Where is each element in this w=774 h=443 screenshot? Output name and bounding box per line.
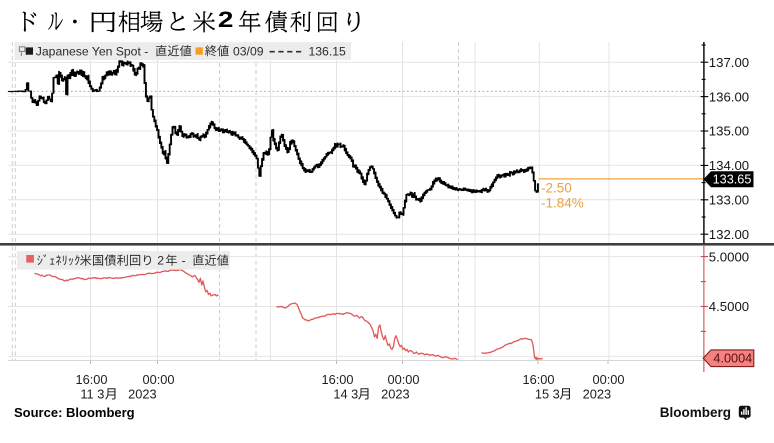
svg-text:136.15: 136.15 [309, 44, 346, 58]
svg-text:14 3: 14 3 [333, 387, 358, 402]
svg-text:00:00: 00:00 [388, 372, 420, 387]
svg-text:-: - [182, 254, 186, 268]
svg-text:16:00: 16:00 [76, 372, 108, 387]
svg-text:00:00: 00:00 [143, 372, 175, 387]
svg-text:133.65: 133.65 [713, 173, 752, 187]
svg-text:134.00: 134.00 [709, 158, 749, 173]
svg-text:132.00: 132.00 [709, 227, 749, 242]
svg-text:11 3: 11 3 [80, 387, 104, 402]
svg-text:135.00: 135.00 [709, 124, 749, 139]
svg-text:4.0004: 4.0004 [713, 352, 752, 366]
svg-text:16:00: 16:00 [523, 372, 555, 387]
svg-text:Source: Bloomberg: Source: Bloomberg [14, 405, 135, 420]
svg-text:2023: 2023 [128, 387, 156, 402]
svg-text:-2.50: -2.50 [541, 180, 572, 195]
svg-text:4.5000: 4.5000 [709, 299, 749, 314]
svg-text:133.00: 133.00 [709, 193, 749, 208]
svg-text:2: 2 [218, 8, 234, 32]
svg-text:2023: 2023 [583, 387, 611, 402]
svg-text:2023: 2023 [381, 387, 409, 402]
svg-text:5.0000: 5.0000 [709, 249, 749, 264]
svg-text:03/09: 03/09 [233, 44, 264, 58]
svg-text:137.00: 137.00 [709, 55, 749, 70]
svg-text:00:00: 00:00 [593, 372, 625, 387]
svg-text:16:00: 16:00 [322, 372, 354, 387]
svg-text:15 3: 15 3 [535, 387, 560, 402]
svg-text:Bloomberg: Bloomberg [660, 405, 731, 420]
svg-text:Japanese Yen Spot -: Japanese Yen Spot - [36, 44, 149, 58]
svg-text:-1.84%: -1.84% [541, 196, 584, 211]
svg-text:2: 2 [157, 254, 164, 268]
svg-text:136.00: 136.00 [709, 89, 749, 104]
